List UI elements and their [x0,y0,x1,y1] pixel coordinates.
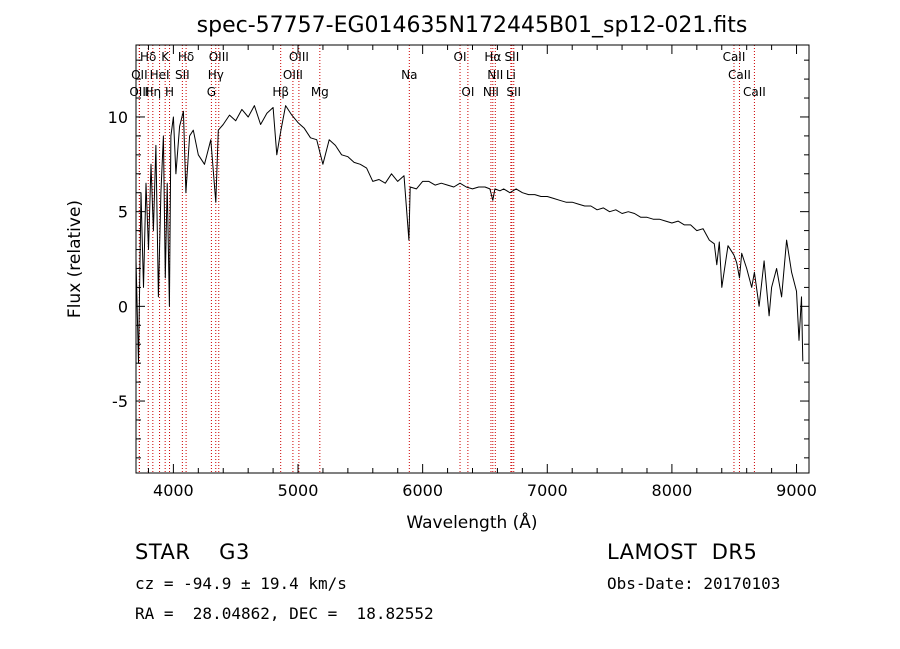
line-label: OII [131,68,148,82]
x-tick-label: 7000 [527,481,568,500]
survey-name: LAMOST DR5 [607,540,758,564]
y-tick-label: -5 [112,392,128,411]
chart-title: spec-57757-EG014635N172445B01_sp12-021.f… [197,13,748,38]
line-label: CaII [728,68,751,82]
y-tick-label: 10 [108,108,128,127]
line-label: OIII [289,50,309,64]
line-label: Hβ [272,85,289,99]
line-label: Na [401,68,417,82]
x-tick-label: 5000 [278,481,319,500]
line-label: Mg [311,85,329,99]
plot-frame [135,44,810,474]
line-label: CaII [723,50,746,64]
x-axis-label: Wavelength (Å) [406,511,537,533]
line-label: OI [461,85,474,99]
line-label: HeI [150,68,170,82]
observation-date: Obs-Date: 20170103 [607,574,781,593]
line-label: SII [175,68,190,82]
line-label: Hδ [140,50,156,64]
redshift-info: cz = -94.9 ± 19.4 km/s [135,574,347,593]
line-label: OIII [209,50,229,64]
y-axis-label: Flux (relative) [65,200,85,318]
line-label: Hγ [208,68,224,82]
x-tick-label: 6000 [402,481,443,500]
line-label: NII [483,85,499,99]
line-label: Li [506,68,516,82]
line-label: NII [487,68,503,82]
line-label: Hδ [178,50,194,64]
line-label: OI [454,50,467,64]
line-label: SII [505,50,520,64]
x-tick-label: 4000 [153,481,194,500]
line-label: OIII [129,85,149,99]
spectrum-line [135,105,804,364]
line-label: Hα [484,50,501,64]
line-label: CaII [743,85,766,99]
y-tick-label: 0 [118,297,128,316]
line-label: H [165,85,174,99]
object-class: STAR G3 [135,540,250,564]
coordinates: RA = 28.04862, DEC = 18.82552 [135,604,434,623]
x-tick-label: 8000 [652,481,693,500]
line-label: OIII [283,68,303,82]
spectrum-series [135,105,804,364]
line-label: G [207,85,216,99]
x-tick-label: 9000 [776,481,817,500]
line-labels: Hδ K Hδ OIII OIII OI Hα SII CaII OII HeI SII Hγ OIII N… [129,50,765,99]
y-tick-label: 5 [118,203,128,222]
spectral-line-markers [138,45,755,473]
axis-ticks: 4000 5000 6000 7000 8000 9000 -5 0 5 10 [108,45,817,500]
line-label: K [161,50,170,64]
line-label: SII [506,85,521,99]
line-label: Hη [145,85,162,99]
